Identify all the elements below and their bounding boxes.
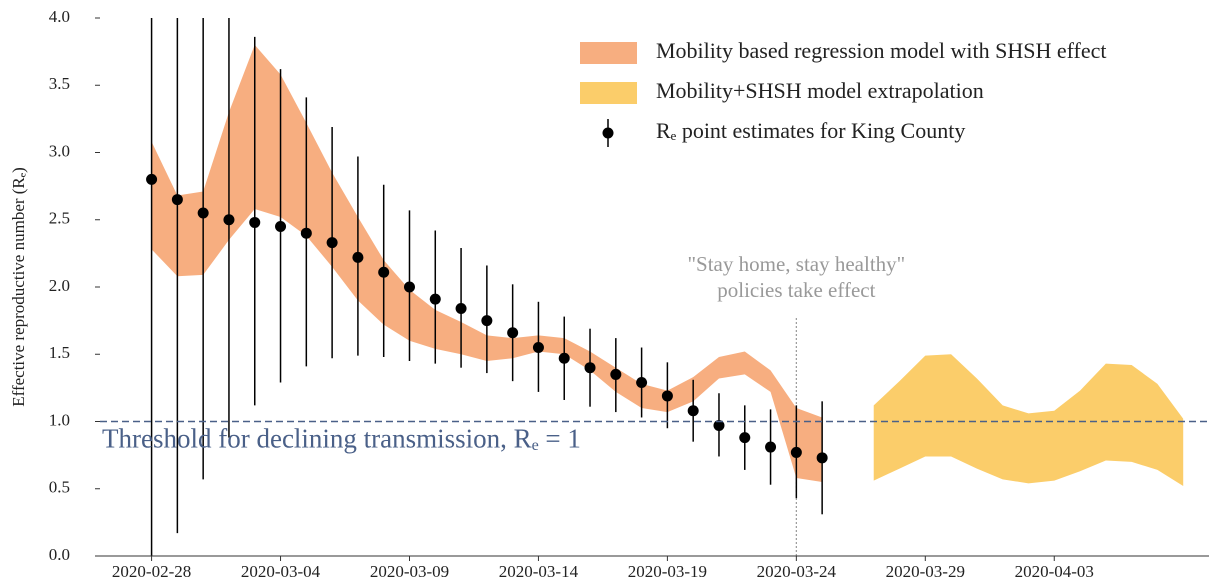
point xyxy=(171,194,183,206)
point xyxy=(429,293,441,305)
legend-label: Mobility based regression model with SHS… xyxy=(656,38,1107,63)
point xyxy=(300,227,312,239)
legend-point xyxy=(602,127,614,139)
band xyxy=(151,44,823,483)
band xyxy=(873,354,1184,487)
point xyxy=(687,405,699,417)
point xyxy=(661,390,673,402)
legend-swatch xyxy=(580,42,637,64)
y-tick-label: 3.0 xyxy=(49,141,70,160)
legend-label: Rₑ point estimates for King County xyxy=(656,118,965,143)
point xyxy=(197,207,209,219)
point xyxy=(326,237,338,249)
x-tick-label: 2020-03-29 xyxy=(886,562,965,581)
point xyxy=(249,216,261,228)
legend-label: Mobility+SHSH model extrapolation xyxy=(656,78,984,103)
point xyxy=(481,315,493,327)
point xyxy=(275,220,287,232)
point xyxy=(532,342,544,354)
point xyxy=(378,266,390,278)
y-tick-label: 2.0 xyxy=(49,276,70,295)
legend-swatch xyxy=(580,82,637,104)
event-label: policies take effect xyxy=(717,278,875,302)
x-tick-label: 2020-03-14 xyxy=(499,562,579,581)
point xyxy=(816,452,828,464)
x-tick-label: 2020-03-04 xyxy=(241,562,321,581)
x-tick-label: 2020-02-28 xyxy=(112,562,191,581)
event-label: "Stay home, stay healthy" xyxy=(687,252,905,276)
y-tick-label: 1.5 xyxy=(49,343,70,362)
x-tick-label: 2020-03-09 xyxy=(370,562,449,581)
point xyxy=(636,376,648,388)
point xyxy=(765,441,777,453)
point xyxy=(507,327,519,339)
y-tick-label: 3.5 xyxy=(49,74,70,93)
x-tick-label: 2020-04-03 xyxy=(1015,562,1094,581)
y-tick-label: 0.5 xyxy=(49,478,70,497)
y-tick-label: 1.0 xyxy=(49,410,70,429)
point xyxy=(558,352,570,364)
point xyxy=(146,173,158,185)
point xyxy=(223,214,235,226)
y-tick-label: 4.0 xyxy=(49,7,70,26)
y-tick-label: 2.5 xyxy=(49,209,70,228)
point xyxy=(584,362,596,374)
point xyxy=(352,251,364,263)
point xyxy=(403,281,415,293)
point xyxy=(610,368,622,380)
y-tick-label: 0.0 xyxy=(49,545,70,564)
point xyxy=(790,446,802,458)
x-tick-label: 2020-03-19 xyxy=(628,562,707,581)
x-tick-label: 2020-03-24 xyxy=(757,562,837,581)
point xyxy=(713,420,725,432)
point xyxy=(739,432,751,444)
y-axis-label: Effective reproductive number (Rₑ) xyxy=(9,167,28,407)
threshold-label: Threshold for declining transmission, Rₑ… xyxy=(102,424,581,454)
point xyxy=(455,303,467,315)
